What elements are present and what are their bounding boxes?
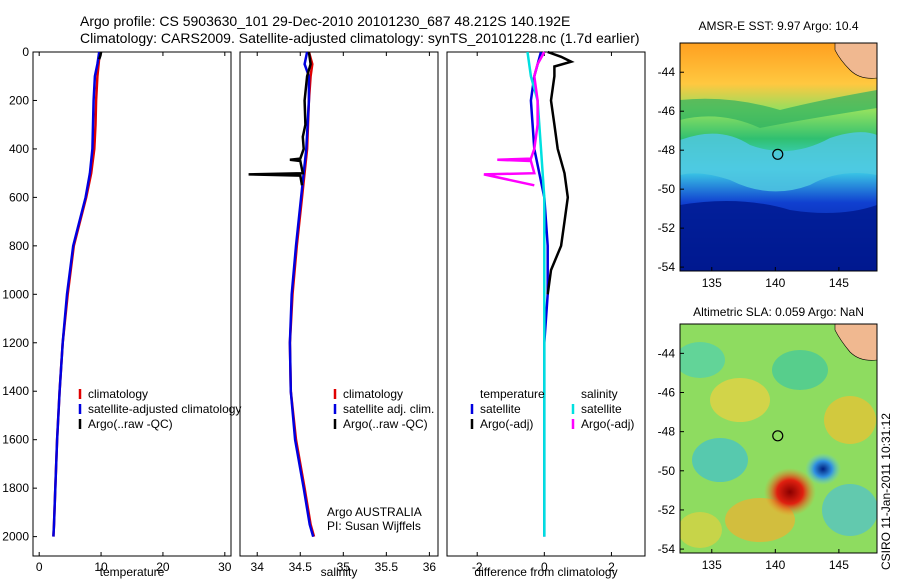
map-y-tick-label: -50 [658,182,676,196]
y-tick-label: 800 [9,239,29,253]
annotation-text: PI: Susan Wijffels [327,519,421,533]
map-y-tick-label: -46 [658,104,676,118]
y-tick-label: 0 [22,45,29,59]
series-line [546,50,575,295]
float-position-marker [772,148,784,160]
x-tick-label: -2 [472,560,483,574]
x-tick-label: 2 [608,560,615,574]
x-axis-label: difference from climatology [474,565,617,579]
y-tick-label: 1600 [2,433,29,447]
map-y-tick-label: -48 [658,425,676,439]
x-tick-label: 34 [251,560,265,574]
map-x-tick-label: 140 [765,558,785,572]
map-title: Altimetric SLA: 0.059 Argo: NaN [693,305,864,319]
profile-layer: 0 10 20 30020040060080010001200140016001800… [2,45,634,579]
map-x-tick-label: 135 [702,276,722,290]
map-x-tick-label: 145 [829,276,849,290]
map-panel-1: AMSR-E SST: 9.97 Argo: 10.4 135 140 145 -44 -… [658,19,859,290]
header-line-2: Climatology: CARS2009. Satellite-adjuste… [80,30,640,46]
map-y-tick-label: -54 [658,542,676,556]
x-axis-label: salinity [321,565,358,579]
legend-label: climatology [343,387,403,401]
legend-label: satellite-adjusted climatology [88,402,241,416]
sst-map [679,42,878,272]
map-title: AMSR-E SST: 9.97 Argo: 10.4 [698,19,858,33]
map-x-tick-label: 145 [829,558,849,572]
float-position-marker [772,430,784,442]
profile-panel-2: 34 34.5 35 35.5 36 salinity climatologysatelli… [248,51,437,579]
map-y-tick-label: -50 [658,464,676,478]
legend-label: satellite adj. clim. [343,402,434,416]
map-y-tick-label: -46 [658,386,676,400]
y-tick-label: 1800 [2,481,29,495]
map-axes-layer: AMSR-E SST: 9.97 Argo: 10.4 135 140 145 -44 -… [658,19,864,572]
y-tick-label: 1000 [2,287,29,301]
annotation-text: Argo AUSTRALIA [327,505,422,519]
salinity-panel [239,51,439,557]
y-tick-label: 2000 [2,530,29,544]
legend-label: satellite [581,402,622,416]
x-tick-label: 0 [541,560,548,574]
y-tick-label: 1400 [2,384,29,398]
legend-label: Argo(..raw -QC) [343,417,428,431]
map-y-tick-label: -48 [658,143,676,157]
series-line [98,51,103,60]
map-y-tick-label: -54 [658,260,676,274]
x-tick-label: 0 [36,560,43,574]
map-panel-2: Altimetric SLA: 0.059 Argo: NaN 135 140 145… [658,305,864,572]
legend-label: satellite [480,402,521,416]
series-line [288,51,315,537]
legend-title: temperature [480,387,545,401]
x-axis-label: temperature [100,565,165,579]
legend-label: Argo(..raw -QC) [88,417,173,431]
temperature-panel [32,51,232,557]
profile-panel-1: 0 10 20 30 0 200 400 600 800 1000 1200 1400 1600 1800… [2,45,241,579]
legend-label: Argo(-adj) [581,417,634,431]
map-y-tick-label: -52 [658,221,676,235]
sla-map [679,323,878,554]
x-tick-label: 20 [156,560,170,574]
y-tick-label: 200 [9,93,29,107]
legend-label: climatology [88,387,148,401]
header-line-1: Argo profile: CS 5903630_101 29-Dec-2010… [80,13,570,29]
x-tick-label: 10 [94,560,108,574]
legend-title: salinity [581,387,618,401]
map-y-tick-label: -52 [658,503,676,517]
map-x-tick-label: 135 [702,558,722,572]
map-x-tick-label: 140 [765,276,785,290]
map-y-tick-label: -44 [658,346,676,360]
x-tick-label: 36 [423,560,437,574]
y-tick-label: 600 [9,190,29,204]
x-tick-label: 35 [337,560,351,574]
x-tick-label: 35.5 [375,560,399,574]
series-line [52,51,101,537]
y-tick-label: 1200 [2,336,29,350]
series-line [483,51,546,187]
legend-label: Argo(-adj) [480,417,533,431]
map-y-tick-label: -44 [658,65,676,79]
x-tick-label: 34.5 [289,560,313,574]
series-line [248,51,312,186]
side-timestamp: CSIRO 11-Jan-2011 10:31:12 [879,413,893,570]
y-tick-label: 400 [9,142,29,156]
x-tick-label: 30 [218,560,232,574]
